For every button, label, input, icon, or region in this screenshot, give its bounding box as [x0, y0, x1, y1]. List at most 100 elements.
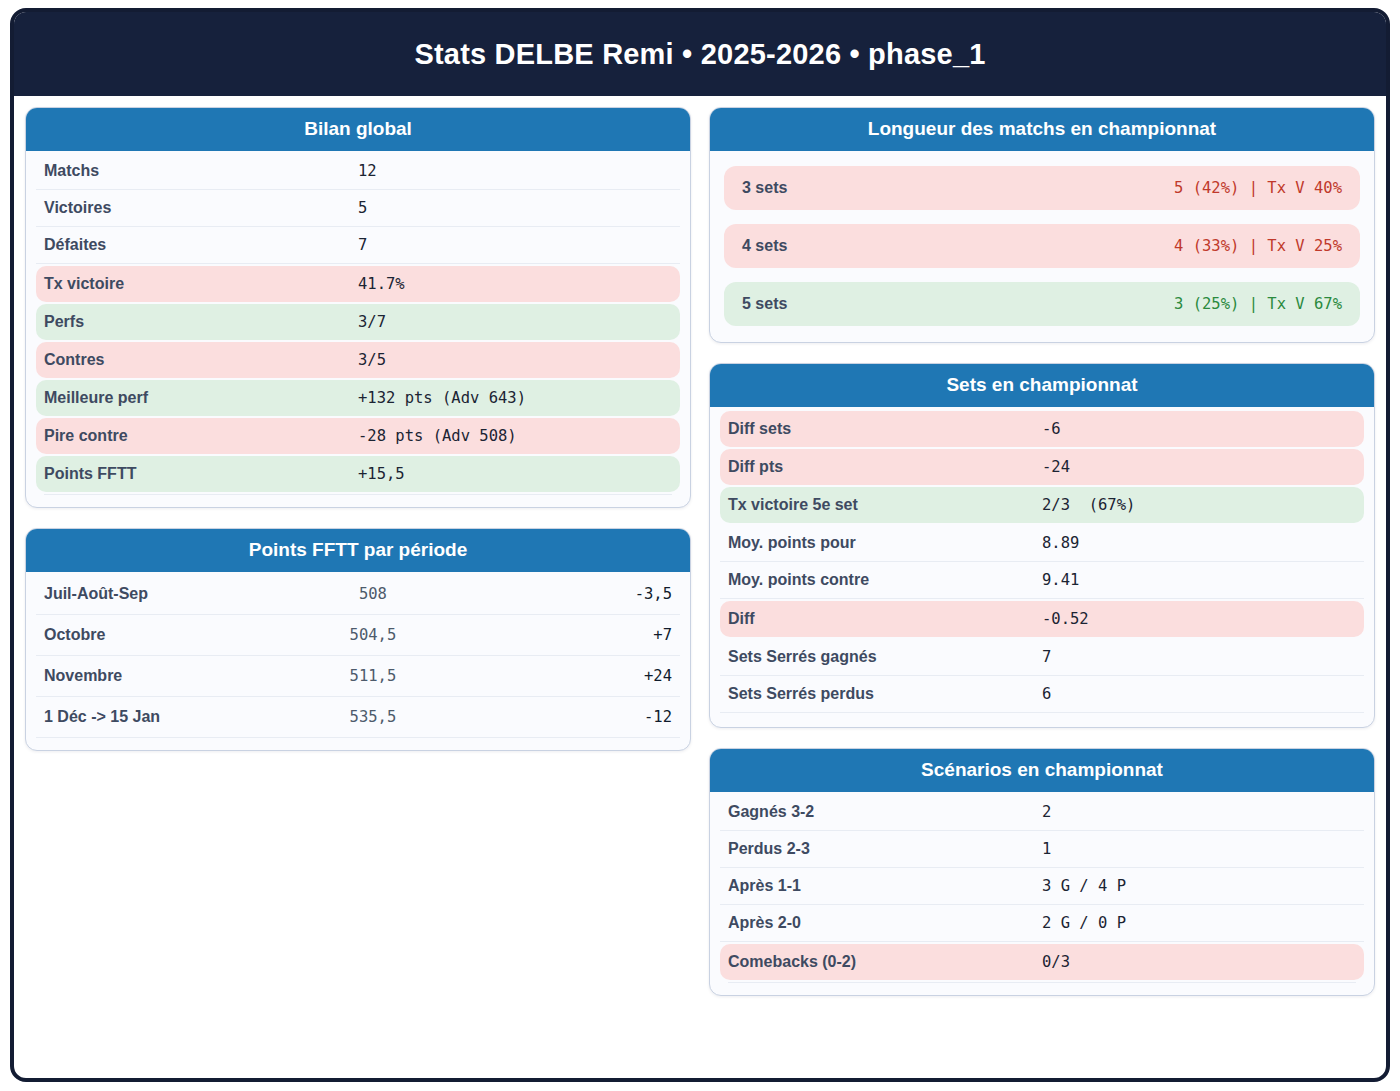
stat-value: -28 pts (Adv 508)	[358, 427, 517, 445]
card-sets-title: Sets en championnat	[710, 364, 1374, 407]
stat-row-diff-sets: Diff sets -6	[720, 411, 1364, 447]
stat-label: Après 1-1	[728, 877, 1042, 895]
period-delta: +7	[473, 626, 672, 644]
stat-value: -0.52	[1042, 610, 1089, 628]
stat-value: +132 pts (Adv 643)	[358, 389, 526, 407]
stat-row-apres-1-1: Après 1-1 3 G / 4 P	[720, 868, 1364, 905]
divider	[44, 494, 672, 495]
longueur-row-5-sets: 5 sets 3 (25%) | Tx V 67%	[724, 282, 1360, 326]
longueur-row-3-sets: 3 sets 5 (42%) | Tx V 40%	[724, 166, 1360, 210]
stat-label: Sets Serrés gagnés	[728, 648, 1042, 666]
sets-count-label: 3 sets	[742, 179, 787, 197]
stat-row-points-fftt: Points FFTT +15,5	[36, 456, 680, 492]
stat-label: Perfs	[44, 313, 358, 331]
stat-row-matchs: Matchs 12	[36, 153, 680, 190]
card-periode-title: Points FFTT par période	[26, 529, 690, 572]
card-sets-championnat: Sets en championnat Diff sets -6 Diff pt…	[709, 363, 1375, 728]
stat-label: Victoires	[44, 199, 358, 217]
stat-row-sets-serres-perdus: Sets Serrés perdus 6	[720, 676, 1364, 713]
sets-count-label: 4 sets	[742, 237, 787, 255]
stat-label: Sets Serrés perdus	[728, 685, 1042, 703]
sets-count-value: 3 (25%) | Tx V 67%	[1174, 295, 1342, 313]
card-bilan-title: Bilan global	[26, 108, 690, 151]
bilan-rows: Matchs 12 Victoires 5 Défaites 7 Tx vict…	[26, 151, 690, 507]
stat-label: Tx victoire 5e set	[728, 496, 1042, 514]
period-delta: +24	[473, 667, 672, 685]
period-label: Novembre	[44, 667, 273, 685]
stat-value: +15,5	[358, 465, 405, 483]
stat-label: Contres	[44, 351, 358, 369]
stat-value: 12	[358, 162, 377, 180]
stat-value: 2	[1042, 803, 1051, 821]
sets-count-value: 5 (42%) | Tx V 40%	[1174, 179, 1342, 197]
period-points: 504,5	[273, 626, 472, 644]
stat-row-moy-points-contre: Moy. points contre 9.41	[720, 562, 1364, 599]
longueur-row-4-sets: 4 sets 4 (33%) | Tx V 25%	[724, 224, 1360, 268]
card-bilan-global: Bilan global Matchs 12 Victoires 5 Défai…	[25, 107, 691, 508]
periode-row-octobre: Octobre 504,5 +7	[36, 615, 680, 656]
sets-count-label: 5 sets	[742, 295, 787, 313]
stat-value: 3 G / 4 P	[1042, 877, 1126, 895]
stat-value: 2/3 (67%)	[1042, 496, 1135, 514]
periode-row-novembre: Novembre 511,5 +24	[36, 656, 680, 697]
stat-row-pire-contre: Pire contre -28 pts (Adv 508)	[36, 418, 680, 454]
card-scenarios-title: Scénarios en championnat	[710, 749, 1374, 792]
stat-label: Défaites	[44, 236, 358, 254]
stat-label: Meilleure perf	[44, 389, 358, 407]
period-label: Juil-Août-Sep	[44, 585, 273, 603]
period-delta: -12	[473, 708, 672, 726]
page-title: Stats DELBE Remi • 2025-2026 • phase_1	[414, 38, 985, 71]
stat-label: Perdus 2-3	[728, 840, 1042, 858]
sets-count-value: 4 (33%) | Tx V 25%	[1174, 237, 1342, 255]
stat-value: 0/3	[1042, 953, 1070, 971]
stat-label: Après 2-0	[728, 914, 1042, 932]
periode-row-juil-aout-sep: Juil-Août-Sep 508 -3,5	[36, 574, 680, 615]
period-label: 1 Déc -> 15 Jan	[44, 708, 273, 726]
left-column: Bilan global Matchs 12 Victoires 5 Défai…	[25, 107, 691, 751]
stats-dashboard: Stats DELBE Remi • 2025-2026 • phase_1 B…	[10, 8, 1390, 1082]
stat-label: Points FFTT	[44, 465, 358, 483]
stat-row-apres-2-0: Après 2-0 2 G / 0 P	[720, 905, 1364, 942]
stat-label: Moy. points contre	[728, 571, 1042, 589]
period-points: 535,5	[273, 708, 472, 726]
stat-label: Gagnés 3-2	[728, 803, 1042, 821]
stat-value: 7	[358, 236, 367, 254]
stat-row-moy-points-pour: Moy. points pour 8.89	[720, 525, 1364, 562]
stat-row-sets-serres-gagnes: Sets Serrés gagnés 7	[720, 639, 1364, 676]
card-points-fftt-periode: Points FFTT par période Juil-Août-Sep 50…	[25, 528, 691, 751]
stat-row-gagnes-3-2: Gagnés 3-2 2	[720, 794, 1364, 831]
divider	[728, 982, 1356, 983]
period-points: 508	[273, 585, 472, 603]
stat-label: Diff sets	[728, 420, 1042, 438]
stat-row-diff-pts: Diff pts -24	[720, 449, 1364, 485]
stat-row-perfs: Perfs 3/7	[36, 304, 680, 340]
stat-value: 7	[1042, 648, 1051, 666]
scenarios-rows: Gagnés 3-2 2 Perdus 2-3 1 Après 1-1 3 G …	[710, 792, 1374, 995]
stat-row-comebacks-0-2: Comebacks (0-2) 0/3	[720, 944, 1364, 980]
periode-rows: Juil-Août-Sep 508 -3,5 Octobre 504,5 +7 …	[26, 572, 690, 750]
stat-value: 2 G / 0 P	[1042, 914, 1126, 932]
stat-value: 1	[1042, 840, 1051, 858]
stat-value: 3/5	[358, 351, 386, 369]
stat-value: 3/7	[358, 313, 386, 331]
stat-row-defaites: Défaites 7	[36, 227, 680, 264]
page-header: Stats DELBE Remi • 2025-2026 • phase_1	[14, 12, 1386, 96]
period-points: 511,5	[273, 667, 472, 685]
stat-row-tx-victoire-5e-set: Tx victoire 5e set 2/3 (67%)	[720, 487, 1364, 523]
card-scenarios-championnat: Scénarios en championnat Gagnés 3-2 2 Pe…	[709, 748, 1375, 996]
longueur-rows: 3 sets 5 (42%) | Tx V 40% 4 sets 4 (33%)…	[710, 151, 1374, 342]
stat-label: Diff	[728, 610, 1042, 628]
periode-row-dec-jan: 1 Déc -> 15 Jan 535,5 -12	[36, 697, 680, 738]
card-longueur-matchs: Longueur des matchs en championnat 3 set…	[709, 107, 1375, 343]
stat-value: 8.89	[1042, 534, 1079, 552]
stat-value: -24	[1042, 458, 1070, 476]
stat-value: 5	[358, 199, 367, 217]
stat-value: 6	[1042, 685, 1051, 703]
stat-label: Moy. points pour	[728, 534, 1042, 552]
stat-row-perdus-2-3: Perdus 2-3 1	[720, 831, 1364, 868]
stat-label: Comebacks (0-2)	[728, 953, 1042, 971]
card-longueur-title: Longueur des matchs en championnat	[710, 108, 1374, 151]
stat-label: Pire contre	[44, 427, 358, 445]
period-label: Octobre	[44, 626, 273, 644]
stat-row-diff: Diff -0.52	[720, 601, 1364, 637]
